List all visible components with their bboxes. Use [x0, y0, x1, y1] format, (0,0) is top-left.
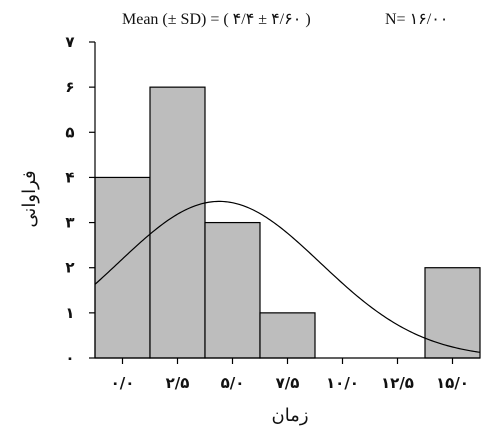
- histogram-bar-1: [149, 86, 206, 359]
- x-tick-label-6: ۱۵/۰: [436, 374, 469, 392]
- y-tick-label-0: ۰: [65, 349, 74, 367]
- x-tick-label-1: ۲/۵: [166, 374, 190, 392]
- x-tick-label-5: ۱۲/۵: [381, 374, 414, 392]
- axes-group: ۰ ۱ ۲ ۳ ۴ ۵ ۶ ۷ ۰/۰ ۲/۵ ۵/۰ ۷/۵ ۱۰/۰ ۱۲/۵ ۱۵/۰: [65, 33, 480, 392]
- x-axis-label: زمان: [271, 405, 308, 426]
- normal-curve-group: [94, 200, 481, 353]
- y-tick-label-4: ۴: [65, 168, 74, 186]
- x-tick-label-4: ۱۰/۰: [326, 374, 359, 392]
- y-axis-label: فراوانی: [19, 170, 40, 227]
- x-tick-label-2: ۵/۰: [221, 374, 245, 392]
- normal-distribution-curve: [94, 200, 481, 353]
- histogram-bar-6: [424, 267, 481, 359]
- chart-title-n: N= ۱۶/۰۰: [385, 11, 448, 28]
- x-tick-label-0: ۰/۰: [111, 374, 135, 392]
- y-tick-label-2: ۲: [65, 259, 74, 277]
- y-tick-label-6: ۶: [65, 78, 74, 96]
- histogram-bar-3: [259, 312, 316, 359]
- histogram-bar-2: [204, 221, 261, 359]
- y-tick-label-3: ۳: [65, 214, 74, 232]
- histogram-bar-0: [94, 176, 151, 359]
- y-tick-label-7: ۷: [65, 33, 74, 51]
- chart-title-mean: Mean (± SD) = ( ۴/۴ ± ۴/۶۰ ): [122, 11, 311, 28]
- y-tick-label-5: ۵: [65, 123, 74, 141]
- x-tick-label-3: ۷/۵: [276, 374, 300, 392]
- bars-group: [94, 86, 481, 359]
- y-tick-label-1: ۱: [65, 304, 74, 322]
